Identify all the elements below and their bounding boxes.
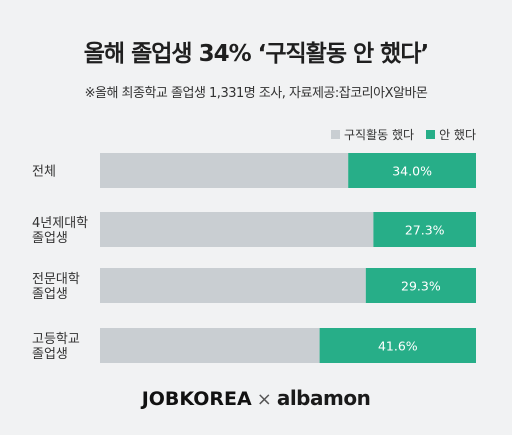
legend-swatch-did-search bbox=[331, 130, 340, 139]
albamon-logo: albamon bbox=[276, 386, 371, 410]
data-label-2: 29.3% bbox=[401, 279, 441, 294]
bar-did-not-search-1 bbox=[373, 212, 476, 247]
bar-did-search-1 bbox=[100, 212, 374, 247]
bar-did-not-search-0 bbox=[348, 153, 476, 188]
bar-did-not-search-3 bbox=[319, 328, 476, 363]
jobkorea-logo: JOBKOREA bbox=[141, 388, 252, 410]
footer-logos: JOBKOREA × albamon bbox=[0, 386, 512, 410]
legend-label-did-search: 구직활동 했다 bbox=[344, 128, 415, 142]
bar-did-search-0 bbox=[100, 153, 349, 188]
category-label-0: 전체 bbox=[32, 165, 56, 180]
separator-x: × bbox=[256, 389, 272, 410]
data-label-3: 41.6% bbox=[378, 339, 418, 354]
data-label-1: 27.3% bbox=[405, 223, 445, 238]
chart-title: 올해 졸업생 34% ‘구직활동 안 했다’ bbox=[83, 41, 429, 67]
chart-subtitle: ※올해 최종학교 졸업생 1,331명 조사, 자료제공:잡코리아X알바몬 bbox=[84, 86, 428, 101]
category-label-2: 전문대학 졸업생 bbox=[32, 272, 80, 302]
legend: 구직활동 했다 안 했다 bbox=[331, 126, 476, 143]
bar-did-search-2 bbox=[100, 268, 366, 303]
bar-did-search-3 bbox=[100, 328, 320, 363]
legend-swatch-did-not-search bbox=[426, 130, 436, 139]
category-label-1: 4년제대학 졸업생 bbox=[32, 216, 88, 246]
category-label-3: 고등학교 졸업생 bbox=[32, 332, 80, 362]
bar-did-not-search-2 bbox=[365, 268, 476, 303]
data-label-0: 34.0% bbox=[392, 164, 432, 179]
legend-label-did-not-search: 안 했다 bbox=[439, 128, 476, 142]
